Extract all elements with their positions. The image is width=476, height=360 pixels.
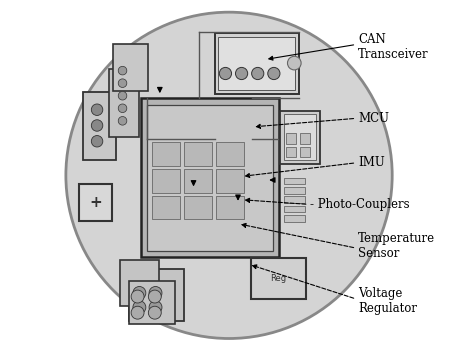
Circle shape (118, 117, 127, 125)
Circle shape (288, 56, 301, 70)
Bar (184, 169, 212, 193)
Bar (250, 258, 306, 299)
Circle shape (149, 306, 161, 319)
Bar (109, 69, 139, 137)
Circle shape (131, 290, 144, 303)
Bar (286, 134, 297, 144)
Text: MCU: MCU (358, 112, 389, 125)
Bar (79, 184, 112, 221)
Text: Voltage
Regulator: Voltage Regulator (358, 287, 417, 315)
Bar (217, 196, 245, 220)
Bar (152, 142, 180, 166)
Circle shape (219, 67, 231, 80)
Bar (284, 206, 306, 212)
Text: IMU: IMU (358, 156, 385, 169)
Bar (300, 134, 310, 144)
Circle shape (252, 67, 264, 80)
Bar (129, 269, 184, 320)
Bar (141, 98, 279, 257)
Bar (284, 187, 306, 194)
Text: CAN
Transceiver: CAN Transceiver (358, 33, 429, 61)
Bar (300, 147, 310, 157)
Circle shape (149, 290, 161, 303)
Circle shape (133, 287, 146, 300)
Bar (280, 111, 320, 164)
Circle shape (131, 306, 144, 319)
Circle shape (149, 301, 162, 314)
Bar (217, 169, 245, 193)
Bar (286, 147, 297, 157)
Bar (83, 92, 116, 160)
Bar (119, 260, 159, 306)
Bar (184, 142, 212, 166)
Circle shape (91, 120, 103, 131)
Bar (284, 178, 306, 184)
Bar (129, 281, 175, 324)
Bar (215, 33, 299, 94)
Text: Temperature
Sensor: Temperature Sensor (358, 232, 435, 260)
Text: Reg: Reg (270, 274, 287, 283)
Bar (152, 196, 180, 220)
Bar (147, 105, 273, 251)
Circle shape (118, 79, 127, 87)
Circle shape (91, 104, 103, 116)
Circle shape (149, 287, 162, 300)
Circle shape (118, 104, 127, 113)
Circle shape (268, 67, 280, 80)
Circle shape (118, 91, 127, 100)
Bar (184, 196, 212, 220)
Text: - Photo-Couplers: - Photo-Couplers (310, 198, 409, 211)
Circle shape (118, 66, 127, 75)
Bar (152, 169, 180, 193)
Bar (284, 114, 316, 160)
Circle shape (66, 12, 392, 338)
Circle shape (91, 135, 103, 147)
Text: +: + (89, 195, 102, 210)
Bar (218, 37, 296, 90)
Bar (284, 197, 306, 203)
Bar (284, 215, 306, 222)
Circle shape (236, 67, 248, 80)
Circle shape (133, 301, 146, 314)
Bar (113, 44, 149, 91)
Bar (217, 142, 245, 166)
